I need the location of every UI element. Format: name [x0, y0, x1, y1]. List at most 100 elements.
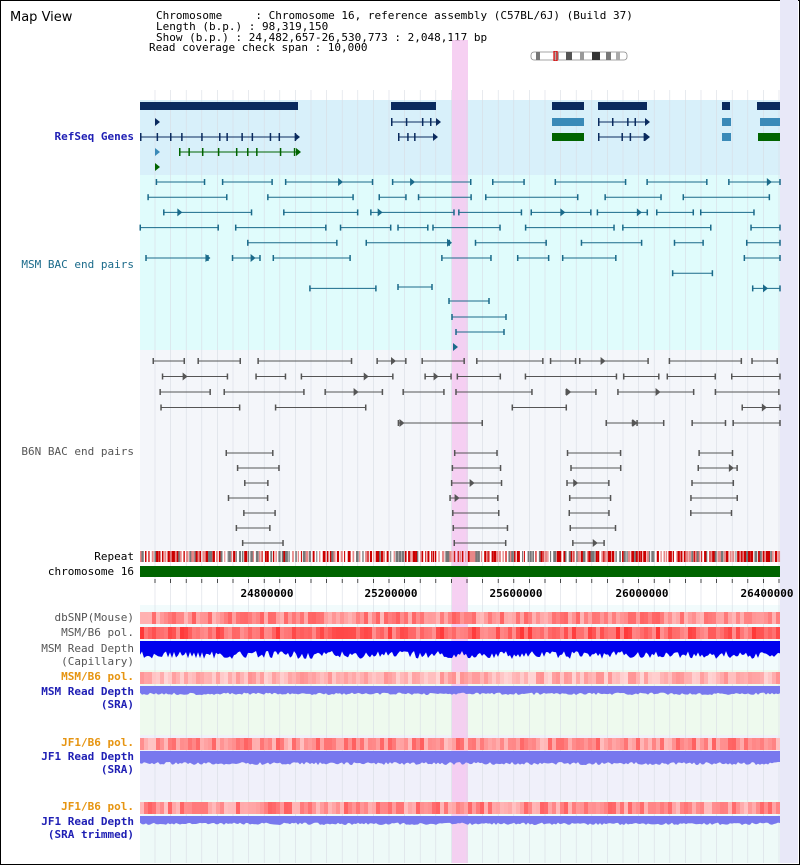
jf1-pol-label[interactable]: JF1/B6 pol. [61, 736, 134, 749]
b6n-bac-pair-feature[interactable] [353, 388, 359, 396]
refseq-gene-feature[interactable] [256, 148, 258, 156]
refseq-gene-feature[interactable] [645, 118, 650, 126]
refseq-gene-feature[interactable] [391, 102, 436, 110]
refseq-gene-feature[interactable] [398, 133, 400, 141]
b6n-bac-pair-feature[interactable] [399, 419, 405, 427]
msm-bac-pair-feature[interactable] [447, 238, 453, 247]
repeat-element [480, 551, 483, 562]
b6n-bac-label[interactable]: B6N BAC end pairs [21, 445, 134, 458]
refseq-gene-feature[interactable] [155, 118, 160, 126]
msm-bac-pair-feature[interactable] [377, 208, 383, 217]
msm-bac-pair-feature[interactable] [763, 284, 769, 293]
b6n-bac-pair-feature[interactable] [391, 357, 397, 365]
refseq-gene-feature[interactable] [247, 148, 249, 156]
refseq-gene-feature[interactable] [201, 133, 203, 141]
refseq-gene-feature[interactable] [296, 148, 301, 156]
refseq-gene-feature[interactable] [219, 133, 221, 141]
refseq-gene-feature[interactable] [645, 133, 650, 141]
refseq-gene-feature[interactable] [634, 118, 637, 126]
refseq-gene-feature[interactable] [407, 133, 409, 141]
refseq-gene-feature[interactable] [552, 118, 584, 126]
msm-depth-sra-label[interactable]: MSM Read Depth [41, 685, 134, 698]
refseq-gene-feature[interactable] [621, 133, 623, 141]
jf1-trim-label[interactable]: JF1 Read Depth [41, 815, 134, 828]
b6n-bac-pair-feature[interactable] [469, 479, 475, 487]
refseq-gene-feature[interactable] [405, 118, 408, 126]
refseq-gene-feature[interactable] [430, 118, 432, 126]
b6n-bac-pair-feature[interactable] [655, 388, 661, 396]
refseq-gene-feature[interactable] [156, 133, 159, 141]
dbsnp-label[interactable]: dbSNP(Mouse) [54, 611, 134, 624]
b6n-bac-pair-feature[interactable] [728, 464, 734, 472]
msm-b6-pol-label[interactable]: MSM/B6 pol. [61, 626, 134, 639]
refseq-gene-feature[interactable] [758, 133, 780, 141]
refseq-gene-feature[interactable] [278, 133, 281, 141]
b6n-bac-pair-feature[interactable] [454, 494, 460, 502]
refseq-gene-feature[interactable] [436, 118, 441, 126]
refseq-gene-feature[interactable] [181, 133, 183, 141]
refseq-gene-feature[interactable] [760, 118, 780, 126]
msm-bac-pair-feature[interactable] [766, 178, 772, 186]
refseq-gene-feature[interactable] [269, 133, 272, 141]
refseq-gene-feature[interactable] [155, 148, 160, 156]
msm-bac-pair-feature[interactable] [205, 254, 211, 262]
b6n-bac-pair-feature[interactable] [592, 539, 598, 547]
b6n-bac-pair-feature[interactable] [566, 388, 572, 396]
b6n-bac-pair-feature[interactable] [433, 372, 439, 381]
refseq-gene-feature[interactable] [179, 148, 181, 156]
refseq-gene-feature[interactable] [241, 133, 243, 141]
refseq-gene-feature[interactable] [235, 148, 238, 156]
refseq-gene-feature[interactable] [251, 133, 254, 141]
refseq-gene-feature[interactable] [552, 102, 584, 110]
refseq-gene-feature[interactable] [611, 118, 614, 126]
refseq-gene-feature[interactable] [643, 133, 646, 141]
refseq-gene-feature[interactable] [627, 118, 629, 126]
jf1-depth-label[interactable]: JF1 Read Depth [41, 750, 134, 763]
refseq-gene-feature[interactable] [170, 133, 172, 141]
refseq-gene-feature[interactable] [217, 148, 220, 156]
b6n-bac-pair-feature[interactable] [600, 357, 606, 365]
refseq-gene-feature[interactable] [188, 148, 190, 156]
refseq-gene-feature[interactable] [552, 133, 584, 141]
msm-bac-pair-feature[interactable] [410, 178, 416, 186]
refseq-gene-feature[interactable] [295, 133, 300, 141]
msm-bac-label[interactable]: MSM BAC end pairs [21, 258, 134, 271]
refseq-gene-feature[interactable] [722, 133, 731, 141]
refseq-gene-feature[interactable] [155, 163, 160, 171]
refseq-gene-feature[interactable] [598, 118, 600, 126]
msm-bac-pair-feature[interactable] [338, 178, 344, 186]
refseq-gene-feature[interactable] [629, 133, 632, 141]
refseq-gene-feature[interactable] [421, 118, 424, 126]
refseq-gene-feature[interactable] [598, 102, 647, 110]
msm-bac-pair-feature[interactable] [636, 208, 642, 217]
refseq-genes-label[interactable]: RefSeq Genes [54, 130, 134, 143]
msm-bac-pair-feature[interactable] [250, 254, 256, 262]
chromosome-ideogram[interactable] [530, 51, 628, 61]
refseq-gene-feature[interactable] [757, 102, 780, 110]
refseq-gene-feature[interactable] [433, 133, 438, 141]
refseq-gene-feature[interactable] [391, 118, 393, 126]
refseq-gene-feature[interactable] [598, 133, 600, 141]
repeat-element [508, 551, 511, 562]
refseq-gene-feature[interactable] [140, 133, 142, 141]
b6n-bac-pair-feature[interactable] [363, 372, 369, 381]
refseq-gene-feature[interactable] [140, 102, 298, 110]
msm-depth-cap-label[interactable]: MSM Read Depth [41, 642, 134, 655]
b6n-bac-pair-feature[interactable] [632, 419, 638, 427]
msm-b6-pol-label-2[interactable]: MSM/B6 pol. [61, 670, 134, 683]
refseq-gene-feature[interactable] [722, 118, 731, 126]
refseq-gene-feature[interactable] [201, 148, 204, 156]
refseq-gene-feature[interactable] [293, 148, 296, 156]
msm-bac-pair-feature[interactable] [453, 343, 458, 351]
msm-bac-pair-feature[interactable] [560, 208, 566, 217]
refseq-gene-feature[interactable] [722, 102, 730, 110]
refseq-gene-feature[interactable] [414, 133, 416, 141]
msm-bac-pair-feature[interactable] [177, 208, 183, 217]
b6n-bac-pair-feature[interactable] [573, 479, 579, 487]
jf1-pol-label-2[interactable]: JF1/B6 pol. [61, 800, 134, 813]
b6n-bac-pair-feature[interactable] [182, 372, 188, 381]
refseq-gene-feature[interactable] [279, 148, 282, 156]
b6n-bac-pair-feature[interactable] [761, 403, 767, 412]
refseq-gene-feature[interactable] [226, 133, 228, 141]
